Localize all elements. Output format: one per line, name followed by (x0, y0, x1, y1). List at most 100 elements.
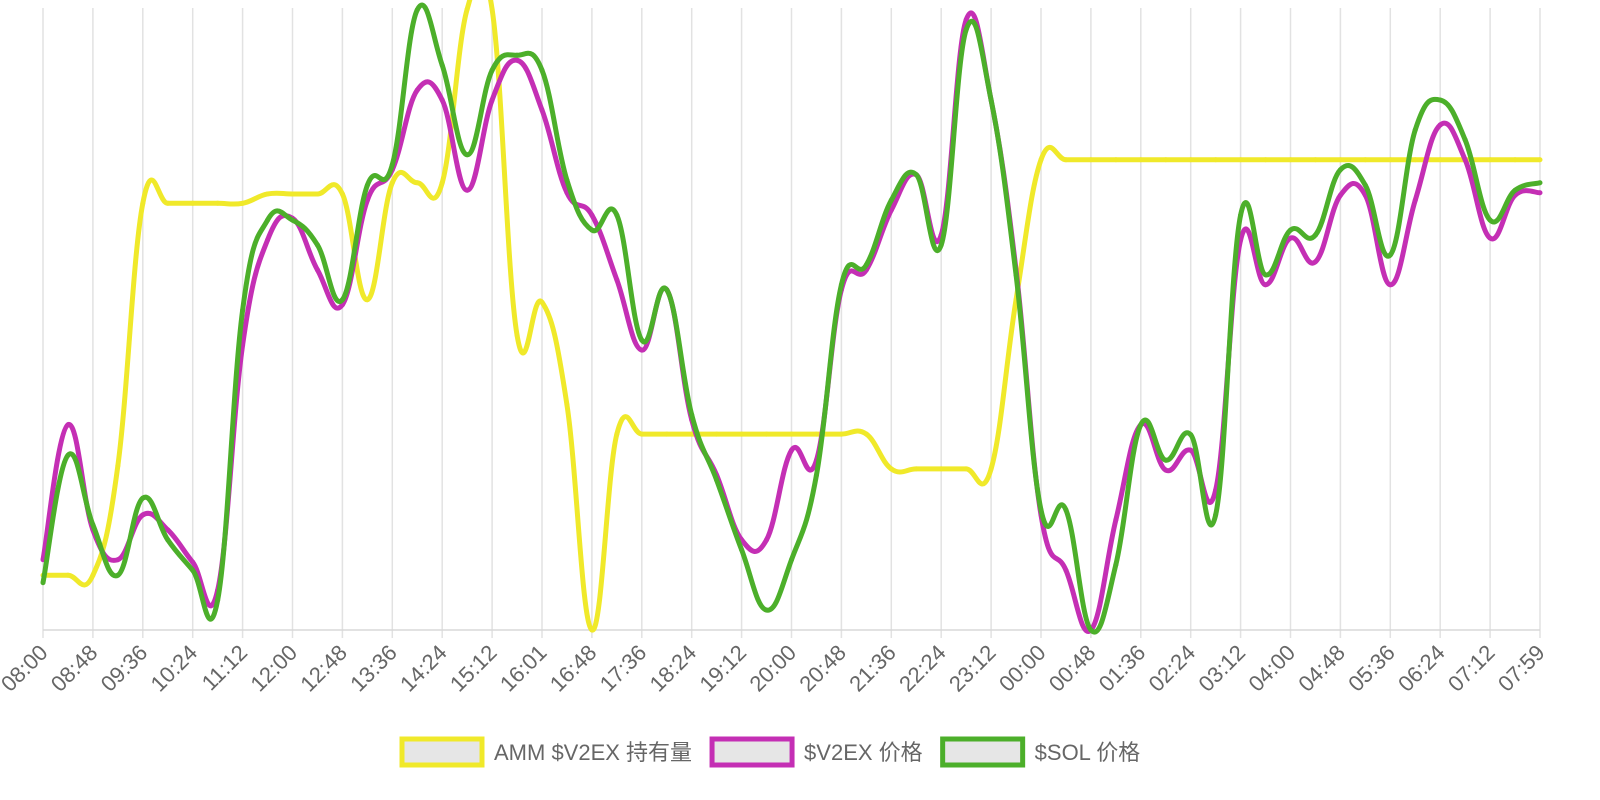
point (1412, 157, 1418, 163)
point (40, 580, 46, 586)
point (1213, 512, 1219, 518)
point (290, 191, 295, 197)
point (464, 187, 470, 193)
point (589, 212, 595, 218)
x-tick-label: 00:48 (1044, 640, 1101, 697)
point (1512, 187, 1518, 193)
point (1163, 157, 1169, 163)
point (65, 422, 71, 428)
point (1238, 212, 1244, 218)
point (639, 347, 645, 353)
point (1138, 157, 1144, 163)
point (1213, 157, 1219, 163)
point (1163, 457, 1169, 463)
point (988, 466, 994, 472)
x-tick-label: 13:36 (345, 640, 402, 697)
point (1238, 157, 1244, 163)
x-tick-label: 16:48 (545, 640, 602, 697)
point (1063, 157, 1069, 163)
x-tick-label: 20:48 (794, 640, 851, 697)
point (838, 431, 844, 437)
point (988, 97, 994, 103)
x-tick-label: 15:12 (445, 640, 502, 697)
point (1113, 562, 1119, 568)
point (863, 431, 869, 437)
legend-swatch (709, 736, 795, 768)
point (165, 527, 171, 533)
point (215, 200, 221, 206)
legend-label: AMM $V2EX 持有量 (494, 740, 692, 765)
point (539, 299, 545, 305)
point (664, 287, 670, 293)
point (1063, 507, 1069, 513)
point (589, 227, 595, 233)
point (489, 67, 495, 73)
point (614, 431, 620, 437)
point (1188, 447, 1194, 453)
x-tick-label: 08:00 (0, 640, 53, 697)
point (539, 107, 545, 113)
point (290, 217, 295, 223)
point (1337, 157, 1343, 163)
point (564, 402, 570, 408)
point (813, 431, 819, 437)
point (1288, 235, 1293, 241)
point (1487, 157, 1493, 163)
x-tick-label: 20:00 (744, 640, 801, 697)
point (1537, 180, 1543, 186)
x-tick-label: 07:59 (1493, 640, 1550, 697)
point (539, 67, 545, 73)
point (1337, 192, 1343, 198)
point (439, 62, 445, 68)
point (240, 307, 246, 313)
point (714, 477, 720, 483)
point (938, 242, 944, 248)
point (1362, 157, 1368, 163)
point (963, 17, 969, 23)
point (1487, 217, 1493, 223)
point (314, 191, 320, 197)
point (339, 297, 345, 303)
point (1288, 227, 1293, 233)
legend-swatch (940, 736, 1026, 768)
x-tick-label: 22:24 (894, 640, 951, 697)
point (1537, 157, 1543, 163)
point (614, 277, 620, 283)
point (90, 572, 96, 578)
point (414, 87, 420, 93)
x-tick-label: 07:12 (1443, 640, 1500, 697)
point (314, 242, 320, 248)
point (789, 447, 794, 453)
point (639, 337, 645, 343)
point (589, 627, 595, 633)
point (240, 200, 246, 206)
point (65, 452, 71, 458)
point (1263, 282, 1269, 288)
point (664, 431, 670, 437)
point (489, 6, 495, 12)
point (1038, 157, 1044, 163)
point (888, 466, 894, 472)
point (963, 27, 969, 33)
point (1537, 190, 1543, 196)
point (65, 572, 71, 578)
point (439, 97, 445, 103)
point (1362, 182, 1368, 188)
point (265, 237, 271, 243)
point (1312, 232, 1318, 238)
point (963, 466, 969, 472)
point (1312, 259, 1318, 265)
point (165, 200, 171, 206)
point (838, 282, 844, 288)
point (514, 52, 520, 58)
point (364, 297, 370, 303)
x-tick-label: 01:36 (1094, 640, 1151, 697)
x-tick-label: 19:12 (695, 640, 752, 697)
legend-label: $V2EX 价格 (804, 740, 923, 765)
point (1437, 122, 1443, 128)
point (1387, 157, 1393, 163)
point (888, 197, 894, 203)
point (913, 172, 919, 178)
x-tick-label: 03:12 (1194, 640, 1251, 697)
